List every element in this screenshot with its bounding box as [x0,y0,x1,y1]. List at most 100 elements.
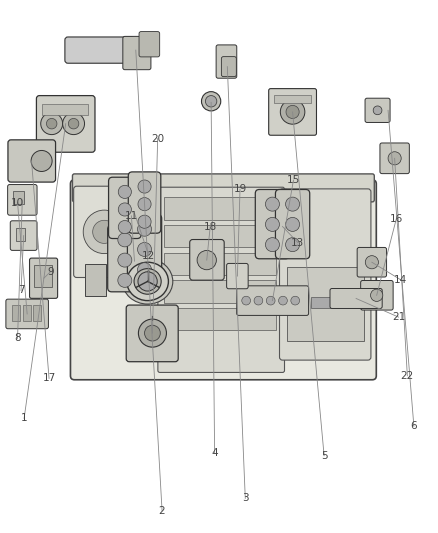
Circle shape [138,243,152,256]
FancyBboxPatch shape [72,174,374,202]
Circle shape [265,238,279,252]
Text: 16: 16 [390,214,403,223]
FancyBboxPatch shape [216,45,237,78]
FancyBboxPatch shape [8,140,56,182]
FancyBboxPatch shape [255,189,290,259]
FancyBboxPatch shape [365,98,390,123]
Bar [311,297,339,308]
Circle shape [197,251,216,270]
Text: 6: 6 [410,422,417,431]
Circle shape [138,319,166,347]
Ellipse shape [127,262,169,301]
Text: 18: 18 [204,222,217,231]
Circle shape [265,217,279,231]
Text: 5: 5 [321,451,328,461]
FancyBboxPatch shape [226,263,248,289]
FancyBboxPatch shape [190,239,224,280]
Circle shape [201,92,221,111]
Circle shape [266,296,275,305]
Circle shape [254,296,263,305]
Text: 15: 15 [287,175,300,185]
Text: 3: 3 [242,494,249,503]
FancyBboxPatch shape [221,56,237,77]
FancyBboxPatch shape [108,225,142,292]
FancyBboxPatch shape [360,280,393,310]
Circle shape [118,221,131,233]
FancyBboxPatch shape [29,258,58,298]
Text: 11: 11 [125,211,138,221]
Bar [287,266,364,341]
Circle shape [280,100,305,124]
Text: 8: 8 [14,334,21,343]
FancyBboxPatch shape [36,95,95,152]
Ellipse shape [134,269,161,294]
Circle shape [138,198,151,211]
Circle shape [286,106,299,118]
Circle shape [124,220,147,244]
Circle shape [68,118,79,129]
Circle shape [138,180,151,193]
Circle shape [118,253,132,267]
FancyBboxPatch shape [276,189,310,259]
Ellipse shape [115,210,157,254]
Bar [274,95,311,103]
FancyBboxPatch shape [65,37,134,63]
Circle shape [291,296,300,305]
Circle shape [265,197,279,211]
Bar [34,265,52,287]
Text: 4: 4 [211,448,218,458]
Bar [164,280,276,303]
FancyBboxPatch shape [139,31,160,57]
Circle shape [31,150,52,172]
Bar [13,191,24,204]
Text: 21: 21 [392,312,405,322]
Circle shape [242,296,251,305]
Circle shape [118,273,132,287]
Text: 9: 9 [47,267,54,277]
FancyBboxPatch shape [268,88,317,135]
Bar [16,228,25,241]
Circle shape [373,106,382,115]
FancyBboxPatch shape [158,187,285,373]
FancyBboxPatch shape [7,184,37,215]
Circle shape [46,118,57,129]
Bar [23,305,31,321]
Circle shape [138,215,151,228]
Circle shape [279,296,287,305]
Circle shape [286,238,300,252]
Text: 22: 22 [401,371,414,381]
Circle shape [286,217,300,231]
Circle shape [63,112,85,135]
FancyBboxPatch shape [123,36,151,70]
FancyBboxPatch shape [357,247,387,277]
Bar [42,104,88,115]
Circle shape [371,289,383,302]
Circle shape [138,272,157,291]
Text: 2: 2 [159,506,166,515]
Circle shape [138,222,152,236]
Circle shape [145,325,160,341]
Bar [85,264,106,296]
FancyBboxPatch shape [380,143,410,174]
Text: 7: 7 [18,286,25,295]
Circle shape [365,256,378,269]
Text: 1: 1 [21,414,28,423]
Text: 14: 14 [394,275,407,285]
Text: 17: 17 [42,374,56,383]
FancyBboxPatch shape [127,214,162,281]
FancyBboxPatch shape [71,180,376,380]
Ellipse shape [83,210,125,254]
Bar [12,305,20,321]
FancyBboxPatch shape [10,221,37,251]
FancyBboxPatch shape [6,299,49,329]
Circle shape [93,220,116,244]
Bar [164,225,276,247]
FancyBboxPatch shape [330,288,382,309]
Bar [33,305,41,321]
Circle shape [41,112,63,135]
FancyBboxPatch shape [74,186,161,278]
Text: 10: 10 [11,198,24,207]
Bar [164,197,276,220]
Circle shape [205,95,217,107]
Circle shape [388,152,401,165]
